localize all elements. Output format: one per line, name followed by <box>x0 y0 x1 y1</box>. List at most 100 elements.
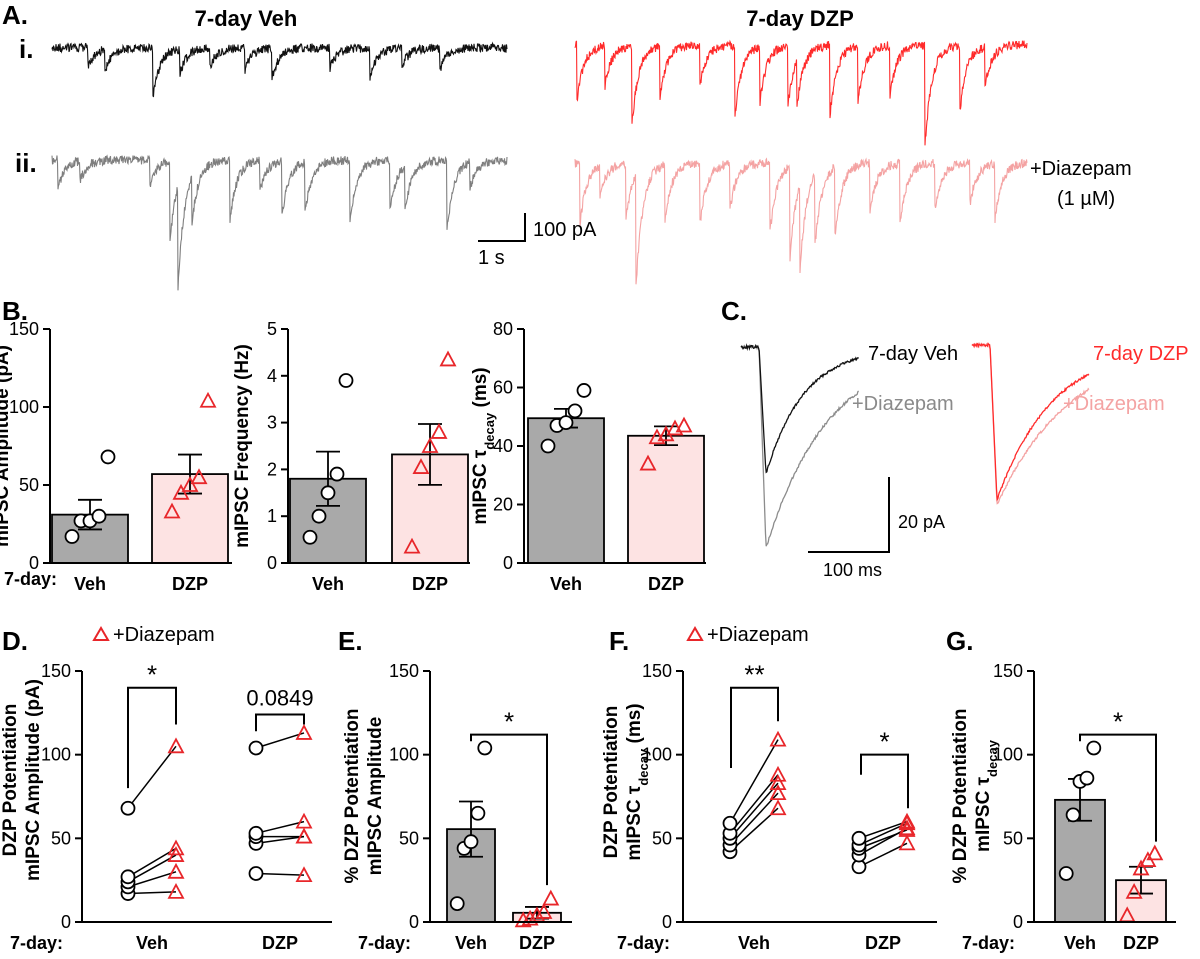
chart-g-point-dzp <box>1125 882 1143 899</box>
chart-f-point-diazepam <box>769 774 787 791</box>
avg-trace-veh-diazepam <box>740 344 860 547</box>
chart-b1-x-label-veh: Veh <box>74 574 106 594</box>
chart-b1-y-tick-label: 50 <box>19 475 39 495</box>
chart-d-point-diazepam <box>167 737 185 754</box>
chart-d-pair-line <box>127 891 177 895</box>
chart-b2-y-tick-label: 5 <box>267 319 277 339</box>
y-label-line: % DZP Potentiation <box>950 709 971 884</box>
chart-b2-point-veh <box>338 373 354 388</box>
chart-b3-x-label-veh: Veh <box>550 574 582 594</box>
trace-diazepam-label: +Diazepam <box>1030 158 1132 180</box>
chart-d-pair-line <box>255 820 305 835</box>
chart-b1-y-tick-label: 100 <box>9 397 39 417</box>
row-label-g: 7-day: <box>962 933 1015 953</box>
chart-g-x-label-veh: Veh <box>1064 933 1096 953</box>
legend-f: +Diazepam <box>686 624 809 646</box>
chart-e-point-veh <box>477 740 493 756</box>
trace-dzp-control <box>574 39 1028 146</box>
chart-e-y-tick-label: 50 <box>399 828 419 848</box>
chart-f-x-label-veh: Veh <box>738 933 770 953</box>
chart-d-point-baseline <box>248 740 264 756</box>
chart-d-pair-line <box>255 835 305 845</box>
chart-b1-point-dzp <box>181 476 199 492</box>
chartF-y-label: DZP Potentiation mIPSC τdecay (ms) <box>601 703 651 860</box>
chart-d-y-tick-label: 50 <box>51 828 71 848</box>
chart-f-pair-line <box>729 807 779 853</box>
chart-e-point-dzp <box>535 903 553 919</box>
panel-label-a-i: i. <box>19 34 33 64</box>
avg-scale-x-label: 100 ms <box>823 560 882 580</box>
avg-trace-dzp-diazepam <box>971 341 1090 505</box>
y-label-sub: decay <box>636 748 651 786</box>
chart-f-y-tick-label: 100 <box>642 745 672 765</box>
chart-b1-y-tick-label: 150 <box>9 319 39 339</box>
chart-e-y-tick-label: 100 <box>389 745 419 765</box>
y-label-part: mIPSC τ <box>470 449 491 525</box>
y-label-part: DZP Potentiation <box>601 706 622 859</box>
chart-d-point-diazepam <box>295 812 313 829</box>
chart-d-pair-line <box>255 732 305 749</box>
chart-f-point-diazepam <box>769 730 787 747</box>
chart-b2-point-dzp <box>430 423 448 439</box>
y-label-line: mIPSC τdecay (ms) <box>470 367 497 524</box>
chart-f-pair-line <box>858 822 908 846</box>
chart-b3-point-dzp <box>675 416 693 433</box>
chart-d-y-tick-label: 0 <box>61 912 71 932</box>
legend-d: +Diazepam <box>92 624 215 646</box>
chart-f-sig-dzp-label: * <box>879 727 889 757</box>
chart-g-point-dzp <box>1132 859 1150 876</box>
y-label-part: % DZP Potentiation <box>342 709 363 884</box>
y-label-sub: decay <box>482 412 497 450</box>
chart-b1-y-tick-label: 0 <box>29 553 39 573</box>
chart-d-pair-line <box>255 872 305 876</box>
chart-d-pair-line <box>127 745 177 809</box>
y-label-part: (ms) <box>624 703 645 748</box>
panel-label-a-ii: ii. <box>15 148 37 178</box>
chart-f-sig-veh-label: ** <box>744 660 764 690</box>
legend-d-marker <box>92 626 110 641</box>
trace-title-veh: 7-day Veh <box>195 6 298 31</box>
chart-g-point-veh <box>1086 740 1102 756</box>
chart-b2-y-tick-label: 4 <box>267 366 277 386</box>
panel-label-b: B. <box>2 296 28 326</box>
avg-scale-y-label: 20 pA <box>898 512 945 532</box>
chart-g-y-tick-label: 100 <box>993 745 1023 765</box>
chart-f-point-diazepam <box>769 799 787 816</box>
averaged-traces <box>740 341 1090 547</box>
chart-d-point-diazepam <box>167 839 185 856</box>
chart-b3-bar-dzp <box>627 434 705 564</box>
y-label-part: (ms) <box>470 367 491 412</box>
chart-d-x-label-veh: Veh <box>136 933 168 953</box>
chart-b3-point-veh <box>540 438 556 454</box>
chart-b3-y-tick-label: 40 <box>493 436 513 456</box>
chart-g-point-veh <box>1058 866 1074 881</box>
chart-e-x-label-dzp: DZP <box>519 933 555 953</box>
chart-b3-bar-veh <box>527 417 605 564</box>
chart-g-y-tick-label: 0 <box>1013 912 1023 932</box>
chart-b3-y-tick-label: 0 <box>503 553 513 573</box>
trace-veh-control <box>51 41 508 98</box>
chart-b2-y-tick-label: 0 <box>267 553 277 573</box>
chart-f-sig-veh <box>730 686 779 769</box>
chart-d-point-diazepam <box>295 724 313 740</box>
chart-e-y-tick-label: 0 <box>409 912 419 932</box>
legend-d-label: +Diazepam <box>113 624 215 646</box>
chart-f-point-diazepam <box>769 765 787 782</box>
panel-label-f: F. <box>609 626 629 656</box>
chart-g-point-veh <box>1079 770 1095 786</box>
chart-mipsc-tau-decay: Veh DZP 0 20 40 60 80 mIPSC τdecay (ms) <box>470 319 706 594</box>
chart-b2-point-dzp <box>439 350 457 367</box>
chart-d-sig-veh-label: * <box>147 660 157 690</box>
avg-trace-veh-control <box>740 343 860 474</box>
legend-f-marker <box>686 626 704 641</box>
chart-b1-x-label-dzp: DZP <box>172 574 208 594</box>
chart-d-point-baseline <box>248 825 264 841</box>
row-label-e: 7-day: <box>358 933 411 953</box>
chart-b2-x-label-veh: Veh <box>312 574 344 594</box>
chart-dzp-potentiation-amplitude: Veh DZP 0 50 100 150 * 0.0849 DZP Potentiation mI… <box>0 660 332 953</box>
chart-b2-point-veh <box>320 485 336 501</box>
chart-b2-y-tick-label: 2 <box>267 459 277 479</box>
chart-pct-potentiation-amplitude: Veh DZP 0 50 100 150 * % DZP Potentiation mIPSC … <box>342 661 572 953</box>
